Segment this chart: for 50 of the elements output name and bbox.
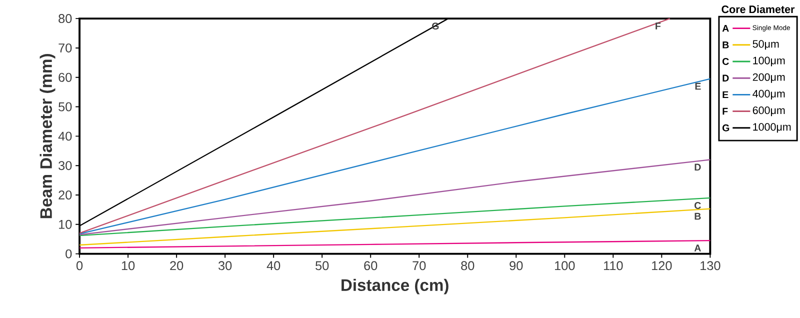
text: B — [722, 41, 729, 48]
y-tick-label: 80 — [58, 14, 72, 23]
line-series — [78, 18, 670, 234]
text: C — [722, 58, 729, 65]
y-tick-label: 50 — [58, 102, 72, 112]
x-tick-label: 90 — [510, 261, 523, 270]
x-tick-label: 130 — [700, 261, 720, 270]
y-tick-label: 40 — [58, 132, 72, 141]
y-tick-label: 0 — [66, 249, 72, 258]
y-axis-title: Beam Diameter (mm) — [40, 54, 56, 218]
x-tick-label: 120 — [652, 261, 672, 270]
x-tick-label: 70 — [412, 261, 426, 270]
legend-label: 1000μm — [753, 122, 791, 133]
annotation: A — [694, 244, 701, 252]
legend-label: 400μm — [752, 90, 785, 100]
x-tick-label: 100 — [555, 261, 575, 270]
line-series — [78, 159, 711, 236]
x-tick-label: 20 — [170, 261, 184, 270]
x-tick-label: 50 — [316, 261, 329, 270]
y-tick-label: 70 — [58, 43, 72, 52]
legend-label: 600μm — [752, 106, 785, 116]
text: D — [722, 74, 729, 82]
annotation: D — [694, 164, 701, 170]
y-tick-label: 10 — [59, 220, 72, 229]
x-tick-label: 80 — [461, 261, 474, 270]
line-series — [78, 208, 711, 246]
legend-label: 100μm — [753, 56, 785, 66]
legend-title: Core Diameter — [722, 5, 795, 14]
text: G — [722, 124, 730, 132]
line-series — [78, 78, 711, 234]
text: E — [722, 91, 728, 98]
annotation: C — [694, 202, 701, 209]
annotation: F — [656, 22, 661, 30]
legend-label: 200μm — [752, 73, 785, 83]
x-tick-label: 40 — [266, 261, 280, 270]
annotation: B — [694, 212, 701, 220]
text: A — [722, 24, 729, 32]
y-tick-label: 30 — [58, 160, 72, 170]
x-tick-label: 10 — [122, 261, 135, 270]
y-tick-label: 60 — [58, 72, 72, 82]
text: F — [722, 108, 728, 115]
x-tick-label: 110 — [604, 261, 623, 270]
x-tick-label: 0 — [76, 261, 83, 270]
x-tick-label: 30 — [218, 261, 232, 270]
annotation: E — [695, 82, 701, 90]
x-tick-label: 60 — [364, 261, 378, 270]
legend-label: 50μm — [752, 40, 779, 50]
line-series — [78, 197, 711, 236]
y-tick-label: 20 — [58, 190, 72, 200]
x-axis-title: Distance (cm) — [342, 278, 448, 294]
